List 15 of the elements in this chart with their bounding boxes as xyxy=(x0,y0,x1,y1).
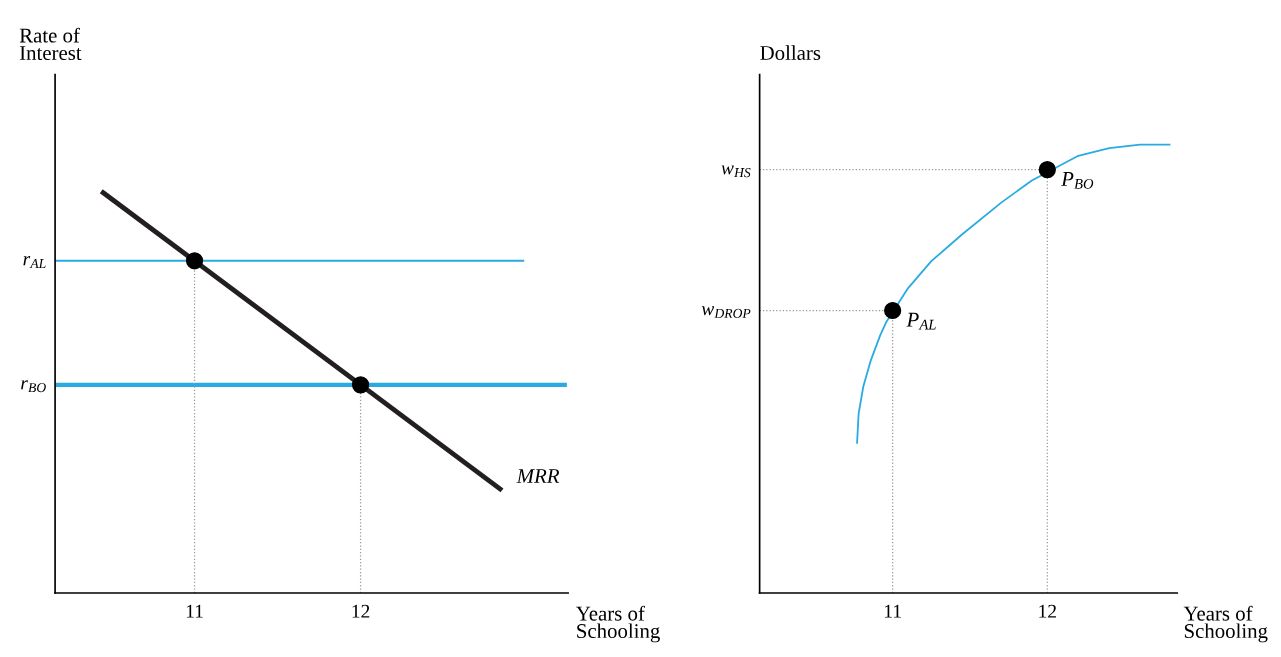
annotation: w$_{HS}$ xyxy=(721,165,751,178)
y-axis-title: Dollars xyxy=(760,45,821,61)
annotation: r$_{BO}$ xyxy=(21,380,46,393)
annotation: MRR xyxy=(516,469,560,483)
annotation: w$_{DROP}$ xyxy=(701,306,751,318)
x-tick-label: 12 xyxy=(352,604,370,618)
annotation: P$_{AL}$ xyxy=(906,312,936,330)
x-axis-title: Years of Schooling xyxy=(576,605,660,643)
y-axis-title: Rate of Interest xyxy=(19,27,82,61)
x-axis-title: Years of Schooling xyxy=(1183,605,1268,643)
x-tick-label: 12 xyxy=(1039,604,1056,618)
x-tick-label: 11 xyxy=(186,604,203,618)
annotation: P$_{BO}$ xyxy=(1061,172,1094,189)
x-tick-label: 11 xyxy=(885,604,901,618)
annotation: r$_{AL}$ xyxy=(23,256,46,268)
